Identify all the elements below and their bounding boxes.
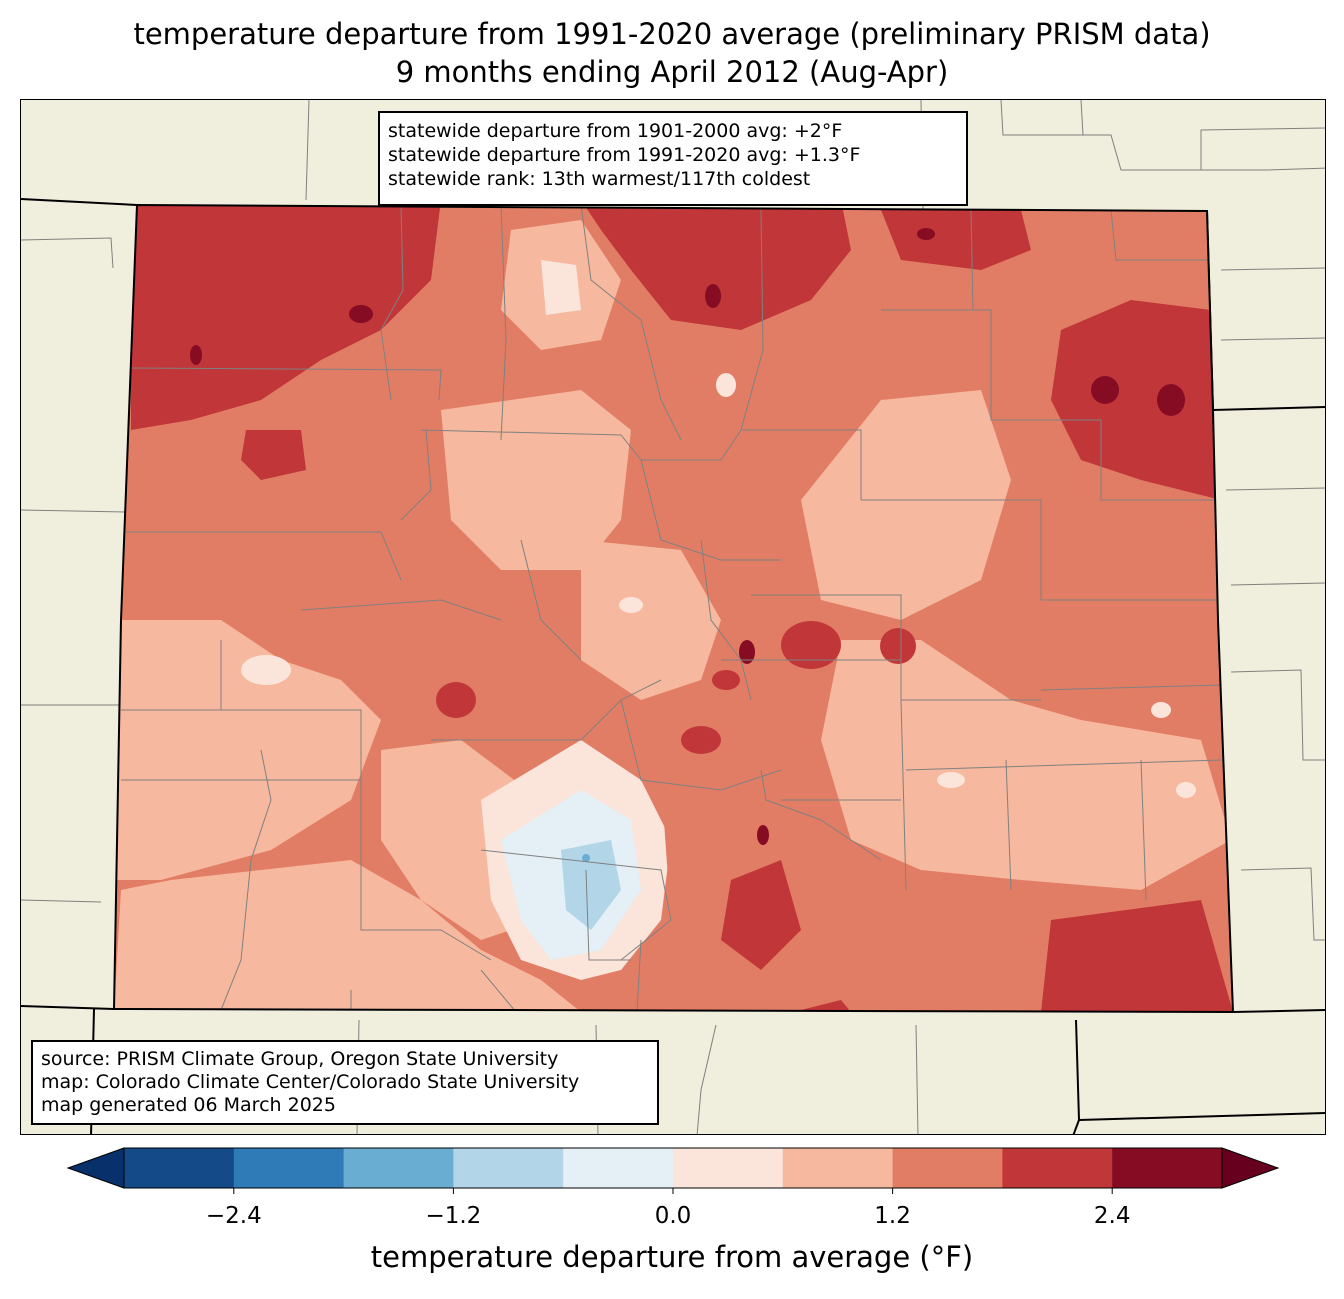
- source-map: map: Colorado Climate Center/Colorado St…: [41, 1071, 580, 1093]
- colorbar-bin: [673, 1148, 784, 1188]
- map-panel: [20, 99, 1326, 1135]
- stats-rank: statewide rank: 13th warmest/117th colde…: [388, 168, 811, 190]
- colorbar-tick-label: 0.0: [654, 1203, 692, 1229]
- colorbar-bin: [343, 1148, 454, 1188]
- colorbar-tick-label: 1.2: [874, 1203, 911, 1229]
- colorbar-tick-label: −2.4: [205, 1203, 262, 1229]
- colorbar-extend-low: [66, 1147, 125, 1189]
- statewide-stats-box: statewide departure from 1901-2000 avg: …: [378, 111, 968, 206]
- colorbar-bin: [233, 1148, 345, 1188]
- colorbar-bin: [892, 1148, 1003, 1188]
- stats-departure-1991-2020: statewide departure from 1991-2020 avg: …: [388, 144, 861, 166]
- colorado-county-lines: [121, 205, 1222, 1012]
- colorado-map: [21, 100, 1325, 1134]
- colorbar-bin: [453, 1148, 564, 1188]
- colorbar-bin: [124, 1148, 235, 1188]
- source-data: source: PRISM Climate Group, Oregon Stat…: [41, 1048, 559, 1070]
- colorado-state-outline: [112, 203, 1235, 1014]
- colorbar: [66, 1147, 1280, 1194]
- colorbar-bin: [563, 1148, 674, 1188]
- map-subtitle: 9 months ending April 2012 (Aug-Apr): [395, 55, 949, 89]
- colorbar-bin: [1112, 1148, 1223, 1188]
- neighbor-county-lines: [21, 100, 1325, 1134]
- map-title: temperature departure from 1991-2020 ave…: [133, 17, 1211, 51]
- source-generated: map generated 06 March 2025: [41, 1094, 336, 1116]
- colorbar-bin: [1002, 1148, 1113, 1188]
- colorbar-extend-high: [1221, 1147, 1280, 1189]
- colorbar-tick-label: −1.2: [425, 1203, 482, 1229]
- stats-departure-1901-2000: statewide departure from 1901-2000 avg: …: [388, 120, 843, 142]
- source-box: source: PRISM Climate Group, Oregon Stat…: [31, 1040, 659, 1125]
- colorbar-label: temperature departure from average (°F): [370, 1240, 974, 1274]
- colorbar-tick-label: 2.4: [1093, 1203, 1131, 1229]
- temperature-field: [114, 205, 1233, 1012]
- colorbar-bin: [782, 1148, 894, 1188]
